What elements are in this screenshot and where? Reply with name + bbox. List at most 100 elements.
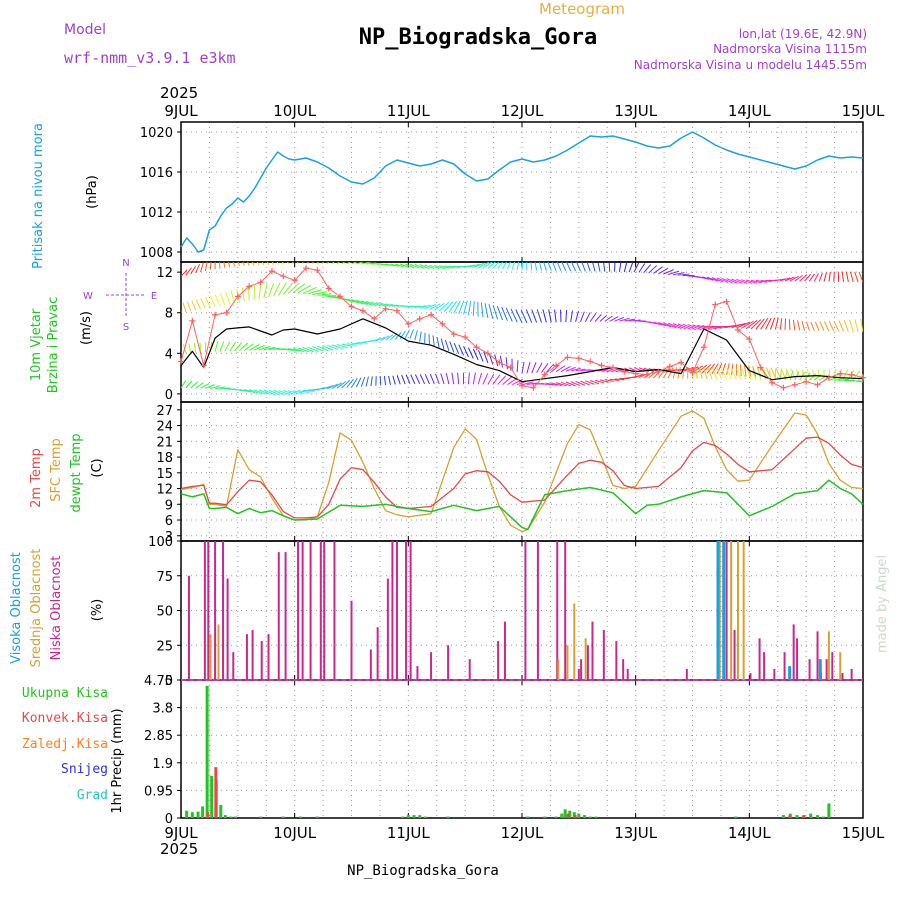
- wind-barb: [424, 373, 430, 385]
- wind-barb: [854, 319, 859, 332]
- wind-barb: [190, 265, 196, 275]
- wind-barb: [351, 342, 363, 345]
- wind-barb: [648, 265, 657, 274]
- wind-barb: [516, 360, 519, 373]
- wind-barb: [525, 309, 533, 323]
- wind-barb: [774, 317, 779, 330]
- precip-bar: [821, 816, 825, 818]
- gust-marker: [553, 362, 560, 369]
- y-tick-label: 25: [156, 639, 173, 654]
- wind-barb: [472, 301, 475, 316]
- gust-marker: [655, 368, 662, 375]
- cloud-bar: [566, 645, 569, 680]
- wind-barb: [261, 262, 265, 266]
- wind-barb: [633, 373, 645, 379]
- precip-bar: [568, 810, 572, 818]
- wind-barb: [326, 344, 339, 350]
- cloud-bar: [825, 659, 828, 680]
- wind-barb: [736, 368, 742, 380]
- wind-barb: [383, 375, 387, 386]
- wind-barb: [687, 366, 699, 373]
- gust-marker: [268, 268, 275, 275]
- cloud-bar: [749, 673, 752, 680]
- wind-barb: [273, 389, 285, 396]
- wind-barb: [326, 262, 329, 265]
- wind-barb: [554, 309, 557, 323]
- cloud-bar: [226, 578, 229, 680]
- wind-barb: [409, 305, 421, 308]
- cloud-bar: [736, 541, 739, 680]
- wind-barb: [478, 350, 484, 362]
- wind-barb: [555, 382, 567, 387]
- precip-bar: [788, 815, 792, 818]
- wind-barb: [716, 277, 729, 283]
- gust-marker: [609, 364, 616, 371]
- wind-barb: [209, 262, 212, 271]
- wind-barb: [862, 380, 863, 382]
- cloud-bar: [773, 668, 776, 680]
- x-tick-label-top: 11JUL: [387, 102, 430, 120]
- wind-barb: [770, 367, 776, 378]
- x-tick-label-top: 14JUL: [728, 102, 771, 120]
- cloud-bar: [827, 631, 830, 680]
- wind-barb: [424, 264, 435, 270]
- gust-marker: [473, 344, 480, 351]
- gust-marker: [428, 311, 435, 318]
- wind-barb: [317, 345, 329, 352]
- x-tick-label-bottom: 14JUL: [728, 824, 771, 842]
- wind-barb: [292, 390, 305, 394]
- cloud-bar: [584, 638, 587, 680]
- wind-barb: [609, 378, 620, 382]
- wind-barb: [445, 373, 450, 385]
- gust-marker: [416, 315, 423, 322]
- wind-barb: [692, 365, 703, 373]
- cloud-label-mid: Srednja Oblacnost: [29, 549, 44, 668]
- wind-barb: [195, 264, 201, 274]
- wind-barb: [480, 302, 484, 318]
- wind-barb: [283, 390, 295, 395]
- wind-barb: [515, 309, 523, 324]
- wind-barb: [253, 345, 265, 351]
- wind-barb: [218, 262, 221, 269]
- wind-barb: [784, 276, 795, 282]
- precip-bar: [210, 775, 214, 818]
- wind-barb: [775, 278, 786, 282]
- wind-barb: [841, 271, 845, 283]
- wind-barb: [506, 262, 511, 270]
- wind-barb: [806, 369, 810, 379]
- precip-bar: [781, 815, 785, 818]
- wind-barb: [502, 262, 508, 270]
- cloud-bar: [297, 541, 300, 680]
- wind-barb: [603, 262, 606, 272]
- wind-barb: [548, 309, 552, 323]
- wind-barb: [385, 334, 394, 341]
- wind-barb: [239, 342, 249, 352]
- wind-barb: [439, 265, 450, 269]
- precip-bar: [563, 809, 567, 818]
- temp-label-2m: 2m Temp: [29, 448, 44, 508]
- wind-barb: [341, 262, 346, 265]
- wind-barb: [409, 263, 420, 269]
- wind-barb: [219, 387, 231, 390]
- wind-barb: [282, 282, 294, 295]
- wind-barb: [618, 262, 622, 272]
- precip-bar: [401, 816, 405, 818]
- wind-barb: [663, 269, 674, 275]
- x-tick-label-top: 15JUL: [842, 102, 885, 120]
- precip-bar: [214, 767, 218, 818]
- wind-barb: [752, 368, 757, 380]
- wind-barb: [234, 342, 243, 352]
- wind-barb: [258, 284, 262, 299]
- cloud-bar: [716, 541, 720, 680]
- dewpt-line: [180, 479, 864, 531]
- wind-barb: [317, 293, 332, 296]
- gust-marker: [496, 359, 503, 366]
- wind-barb: [458, 344, 464, 356]
- cloud-bar: [187, 575, 190, 680]
- wind-barb: [779, 318, 783, 330]
- wind-barb: [663, 322, 677, 329]
- wind-barb: [268, 389, 280, 396]
- y-tick-label: 9: [165, 498, 173, 513]
- y-tick-label: 3.8: [152, 702, 173, 717]
- wind-barb: [365, 300, 377, 307]
